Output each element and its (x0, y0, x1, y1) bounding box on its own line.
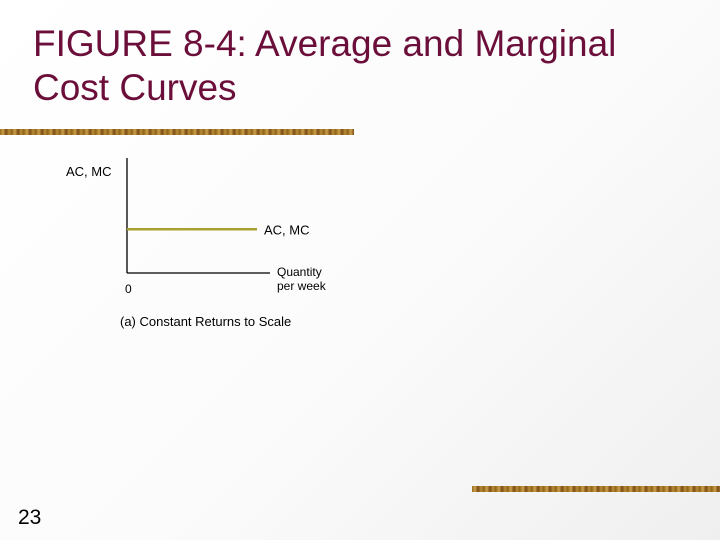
y-axis-label: AC, MC (66, 164, 112, 179)
origin-label: 0 (125, 282, 132, 296)
series-label-ac-mc: AC, MC (264, 222, 310, 237)
x-axis-label-line-1: Quantity (277, 265, 322, 279)
title-divider (0, 129, 354, 135)
x-axis-label-line-2: per week (277, 279, 327, 293)
title-line-1: FIGURE 8-4: Average and Marginal (33, 23, 617, 64)
title-line-2: Cost Curves (33, 67, 237, 108)
series-layer: AC, MC (127, 222, 310, 237)
footer-divider (472, 486, 720, 492)
page-number: 23 (18, 506, 42, 529)
chart-caption: (a) Constant Returns to Scale (120, 314, 291, 329)
x-axis-label: Quantity per week (277, 265, 327, 293)
slide-title: FIGURE 8-4: Average and Marginal Cost Cu… (33, 22, 693, 110)
